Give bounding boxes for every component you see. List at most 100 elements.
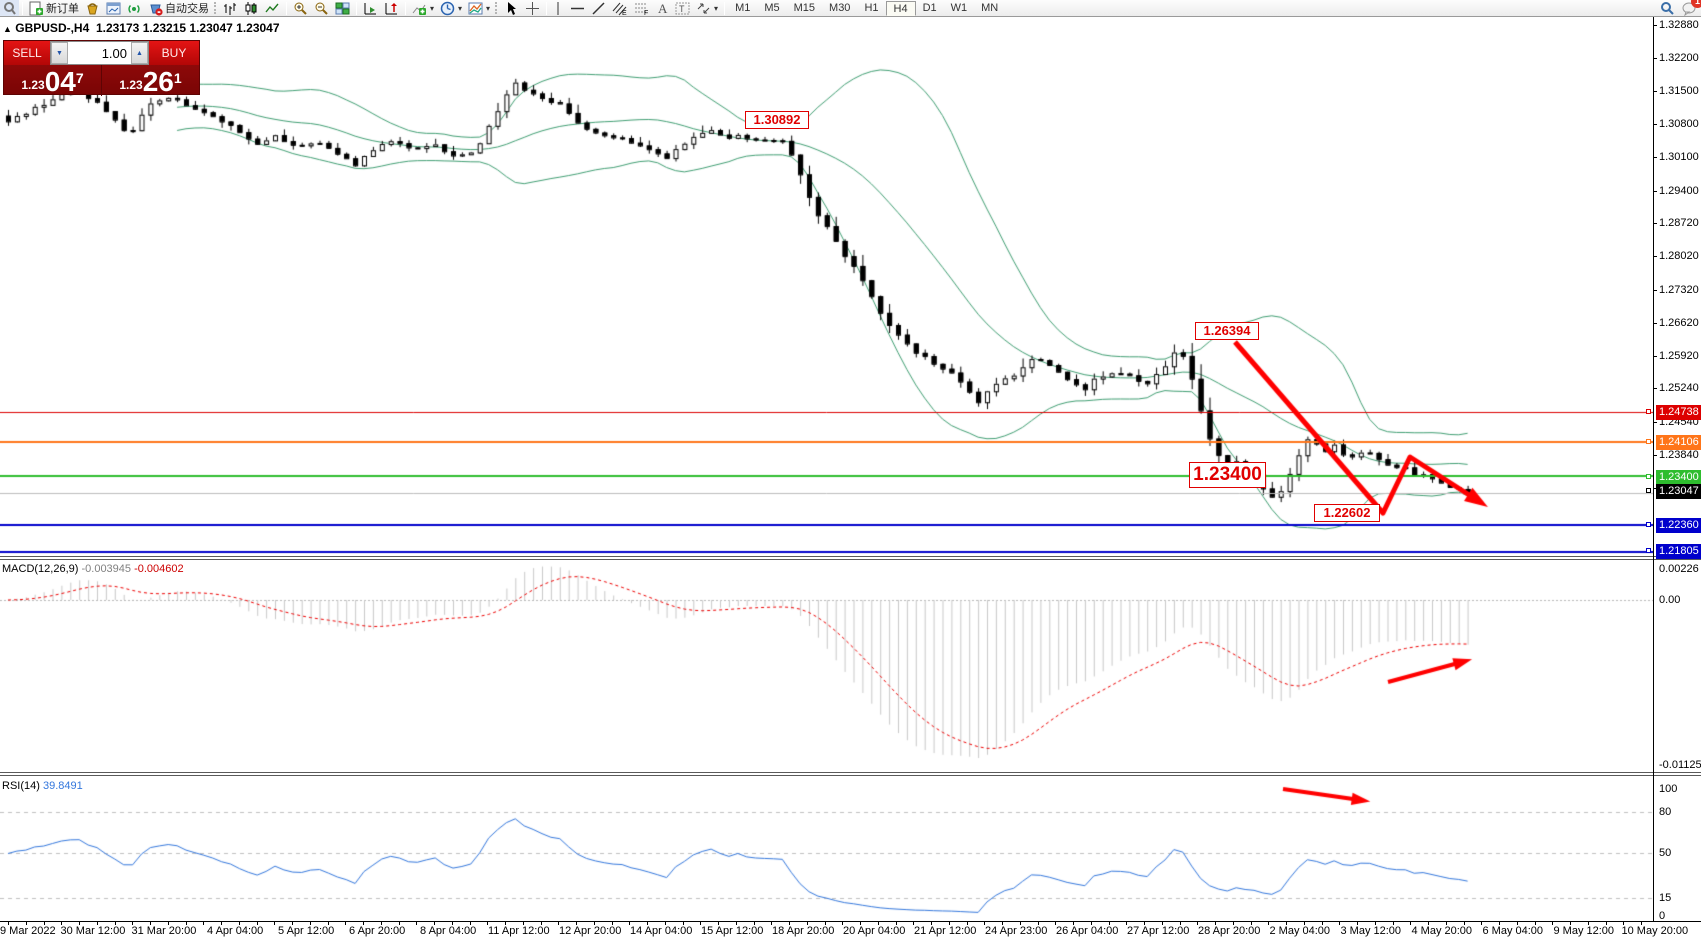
candlestick-type-button[interactable] xyxy=(241,0,262,16)
timeframe-button-mn[interactable]: MN xyxy=(981,1,999,14)
time-axis-label[interactable]: 18 Apr 20:00 xyxy=(772,925,835,937)
time-axis-label[interactable]: 10 May 20:00 xyxy=(1621,925,1689,937)
time-axis-label[interactable]: 6 Apr 20:00 xyxy=(349,925,406,937)
fibonacci-tool-button[interactable]: F xyxy=(631,0,653,16)
timeframe-button-h1[interactable]: H1 xyxy=(864,1,879,14)
time-tick xyxy=(1055,922,1057,925)
time-tick xyxy=(221,922,222,925)
time-axis-label[interactable]: 27 Apr 12:00 xyxy=(1127,925,1190,937)
horizontal-line-tool-button[interactable] xyxy=(567,0,588,16)
zoom-out-button[interactable] xyxy=(311,0,332,16)
bid-price[interactable]: 1.23 04 7 xyxy=(4,65,101,96)
pane-separator[interactable] xyxy=(0,772,1701,776)
signals-icon[interactable] xyxy=(124,0,145,16)
line-anchor[interactable] xyxy=(1646,548,1651,553)
new-order-button[interactable]: 新订单 xyxy=(26,0,82,16)
price-line-marker[interactable]: 1.24738 xyxy=(1656,405,1701,420)
time-axis-label[interactable]: 8 Apr 04:00 xyxy=(420,925,477,937)
time-axis-label[interactable]: 12 Apr 20:00 xyxy=(559,925,622,937)
main-price-pane[interactable] xyxy=(0,17,1653,556)
notifications-icon[interactable]: 1 xyxy=(1681,0,1701,16)
periods-button[interactable]: ▾ xyxy=(437,0,465,16)
line-anchor[interactable] xyxy=(1646,488,1651,493)
price-line-marker[interactable]: 1.24106 xyxy=(1656,435,1701,450)
time-axis-label[interactable]: 5 Apr 12:00 xyxy=(278,925,335,937)
line-anchor[interactable] xyxy=(1646,474,1651,479)
time-tick xyxy=(682,922,684,925)
line-chart-type-button[interactable] xyxy=(262,0,283,16)
time-axis-label[interactable]: 31 Mar 20:00 xyxy=(131,925,197,937)
indicators-button[interactable]: ▾ xyxy=(409,0,437,16)
profiles-icon[interactable] xyxy=(82,0,103,16)
rsi-pane[interactable] xyxy=(0,776,1653,921)
macd-pane[interactable] xyxy=(0,559,1653,772)
price-callout-label[interactable]: 1.26394 xyxy=(1195,322,1259,340)
time-axis-label[interactable]: 24 Apr 23:00 xyxy=(985,925,1048,937)
price-callout-label[interactable]: 1.30892 xyxy=(745,111,809,129)
time-axis-label[interactable]: 11 Apr 12:00 xyxy=(488,925,550,937)
time-axis-label[interactable]: 4 Apr 04:00 xyxy=(207,925,264,937)
cursor-tool-button[interactable] xyxy=(501,0,522,16)
vertical-line-tool-button[interactable] xyxy=(550,0,567,16)
price-line-marker[interactable]: 1.22360 xyxy=(1656,518,1701,533)
volume-value[interactable]: 1.00 xyxy=(101,45,127,61)
timeframe-button-h4[interactable]: H4 xyxy=(885,0,916,16)
timeframe-button-m5[interactable]: M5 xyxy=(764,1,780,14)
price-callout-label[interactable]: 1.23400 xyxy=(1189,462,1266,488)
panel-divider xyxy=(101,65,102,96)
time-axis-label[interactable]: 3 May 12:00 xyxy=(1340,925,1402,937)
time-tick xyxy=(824,922,826,925)
line-anchor[interactable] xyxy=(1646,409,1651,414)
time-axis-label[interactable]: 15 Apr 12:00 xyxy=(701,925,764,937)
volume-increase-button[interactable]: ▲ xyxy=(131,42,148,64)
text-label-tool-button[interactable]: T xyxy=(672,0,693,16)
ask-price[interactable]: 1.23 26 1 xyxy=(102,65,199,96)
time-axis-label[interactable]: 14 Apr 04:00 xyxy=(630,925,693,937)
trendline-tool-button[interactable] xyxy=(588,0,609,16)
pane-separator[interactable] xyxy=(0,556,1701,560)
price-callout-label[interactable]: 1.22602 xyxy=(1314,504,1380,522)
timeframe-button-m30[interactable]: M30 xyxy=(829,1,851,14)
timeframe-button-d1[interactable]: D1 xyxy=(922,1,937,14)
auto-scroll-button[interactable] xyxy=(360,0,381,16)
time-tick xyxy=(1073,922,1074,925)
bar-chart-type-button[interactable] xyxy=(220,0,241,16)
time-axis-label[interactable]: 6 May 04:00 xyxy=(1482,925,1544,937)
crosshair-tool-button[interactable] xyxy=(522,0,543,16)
time-axis-label[interactable]: 30 Mar 12:00 xyxy=(60,925,126,937)
timeframe-button-w1[interactable]: W1 xyxy=(950,1,968,14)
volume-decrease-button[interactable]: ▼ xyxy=(51,42,68,64)
time-axis-label[interactable]: 21 Apr 12:00 xyxy=(914,925,977,937)
sell-button[interactable]: SELL xyxy=(4,41,50,65)
clipped-magnifier-icon[interactable] xyxy=(0,0,19,16)
chart-window-icon[interactable] xyxy=(103,0,124,16)
autotrading-button[interactable]: 自动交易 xyxy=(145,0,212,16)
time-axis-label[interactable]: 28 Apr 20:00 xyxy=(1198,925,1261,937)
text-tool-button[interactable]: A xyxy=(653,0,672,16)
timeframe-bar: M1 M5 M15 M30 H1 H4 D1 W1 MN xyxy=(728,0,1005,16)
chart-shift-button[interactable] xyxy=(381,0,402,16)
time-axis-label[interactable]: 9 Mar 2022 xyxy=(0,925,56,937)
time-axis-label[interactable]: 4 May 20:00 xyxy=(1411,925,1473,937)
line-anchor[interactable] xyxy=(1646,522,1651,527)
buy-button[interactable]: BUY xyxy=(149,41,199,65)
search-icon[interactable] xyxy=(1660,1,1675,16)
price-line-marker[interactable]: 1.23047 xyxy=(1656,484,1701,499)
arrows-tool-button[interactable]: ▾ xyxy=(693,0,721,16)
price-line-marker[interactable]: 1.21805 xyxy=(1656,544,1701,559)
templates-button[interactable]: ▾ xyxy=(465,0,493,16)
equidistant-channel-tool-button[interactable]: E xyxy=(609,0,631,16)
timeframe-button-m15[interactable]: M15 xyxy=(793,1,816,14)
price-tick-label: 1.26620 xyxy=(1659,317,1699,329)
price-line-marker[interactable]: 1.23400 xyxy=(1656,470,1701,485)
tile-windows-button[interactable] xyxy=(332,0,353,16)
timeframe-button-m1[interactable]: M1 xyxy=(735,1,751,14)
time-axis-label[interactable]: 2 May 04:00 xyxy=(1269,925,1331,937)
time-tick xyxy=(256,922,258,925)
chart-window[interactable]: ▲ GBPUSD-,H4 1.23173 1.23215 1.23047 1.2… xyxy=(0,17,1701,938)
time-axis-label[interactable]: 20 Apr 04:00 xyxy=(843,925,906,937)
zoom-in-button[interactable] xyxy=(290,0,311,16)
line-anchor[interactable] xyxy=(1646,439,1651,444)
time-axis-label[interactable]: 9 May 12:00 xyxy=(1553,925,1615,937)
time-axis-label[interactable]: 26 Apr 04:00 xyxy=(1056,925,1119,937)
